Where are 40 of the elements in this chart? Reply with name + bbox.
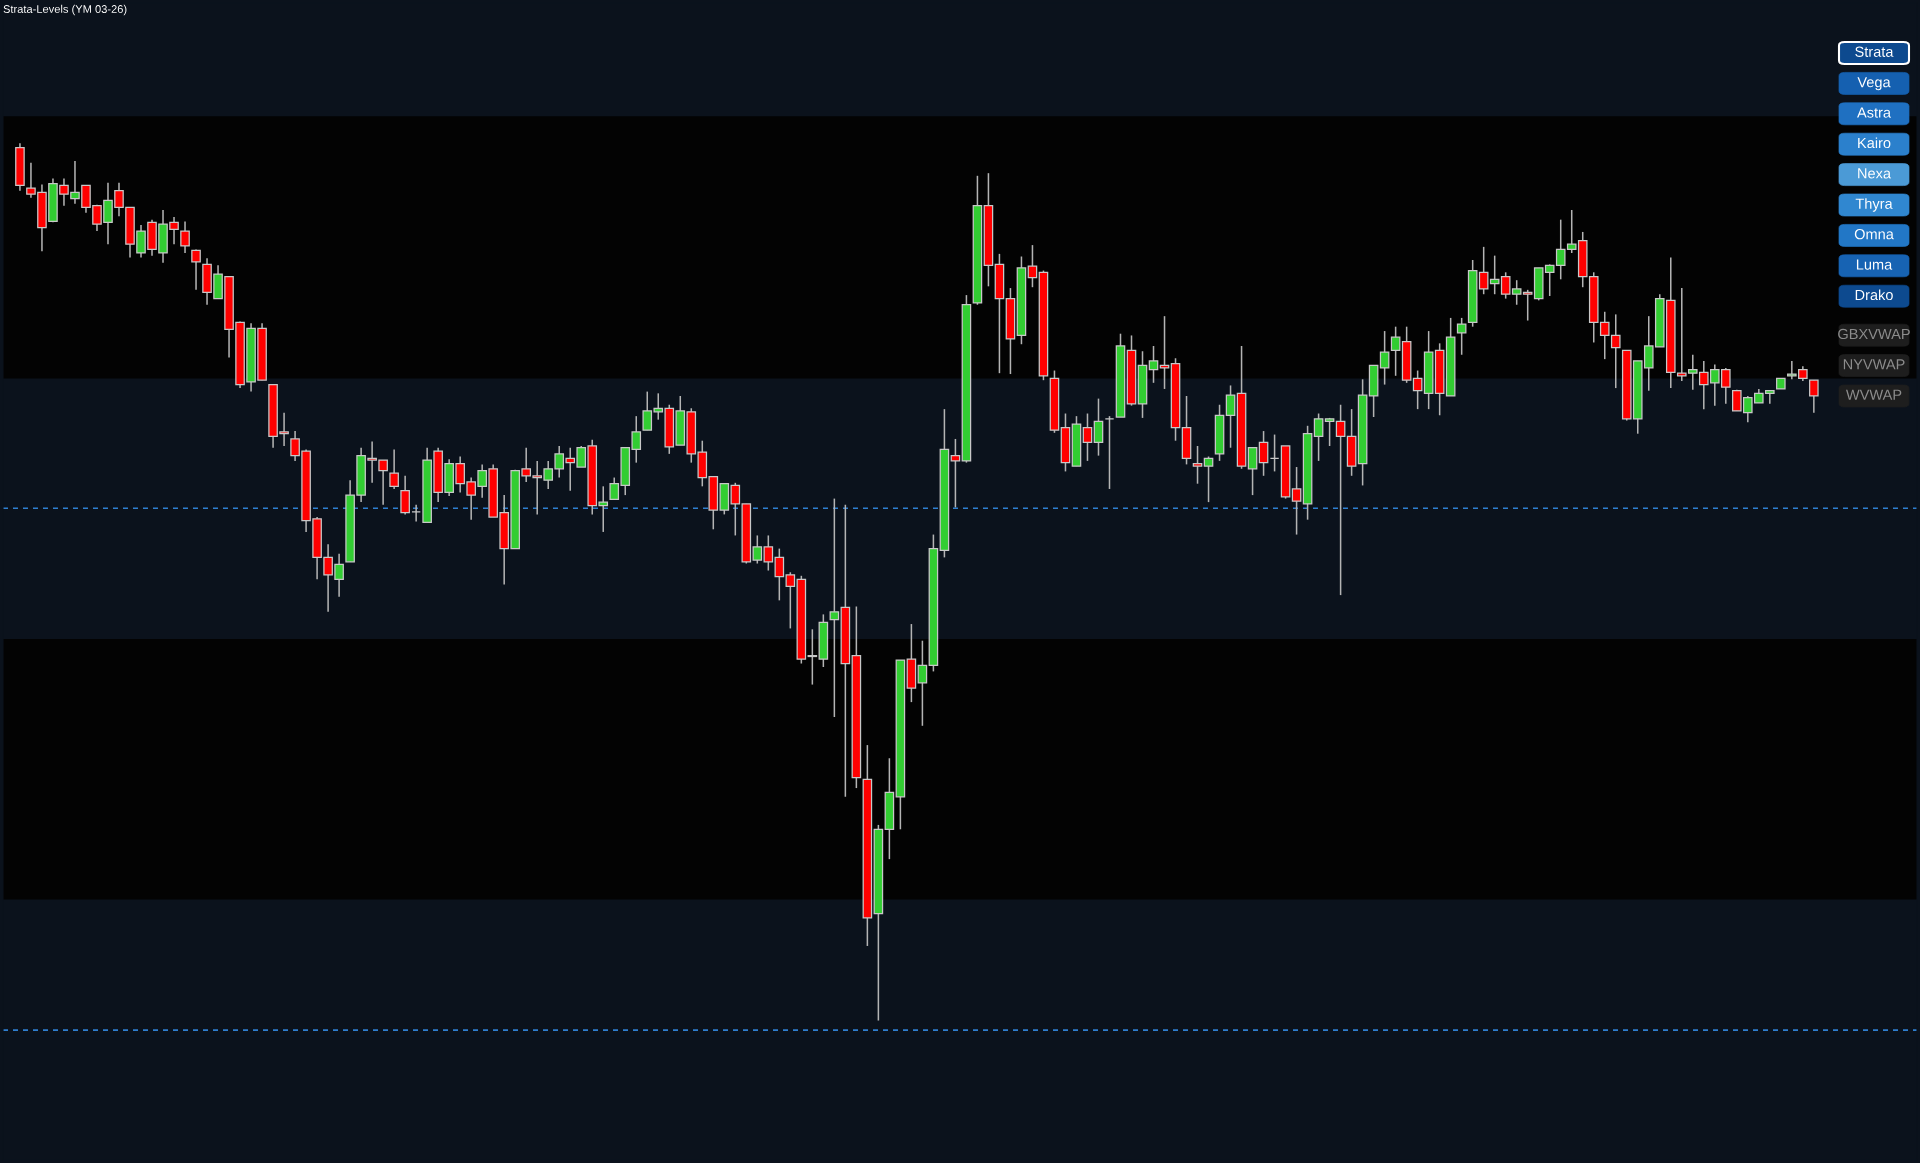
candlestick bbox=[1258, 430, 1269, 477]
candlestick bbox=[829, 497, 840, 718]
text: Kairo bbox=[1858, 137, 1891, 149]
text: Drako bbox=[1855, 289, 1893, 301]
candlestick bbox=[1203, 455, 1214, 503]
candlestick bbox=[950, 438, 961, 509]
candlestick bbox=[1324, 417, 1335, 447]
candlestick bbox=[400, 475, 410, 516]
candlestick bbox=[807, 628, 818, 686]
candlestick bbox=[1192, 445, 1203, 485]
candlestick bbox=[1313, 412, 1324, 462]
text: Omna bbox=[1854, 228, 1894, 240]
chart-title: Strata-Levels (YM 03-26) bbox=[3, 4, 127, 16]
candlestick bbox=[1247, 446, 1258, 496]
text: NYVWAP bbox=[1843, 359, 1905, 370]
candlestick bbox=[1291, 466, 1302, 536]
text: Luma bbox=[1856, 259, 1893, 270]
candlestick bbox=[1390, 325, 1401, 377]
candlestick bbox=[1159, 315, 1170, 390]
text: Thyra bbox=[1855, 198, 1893, 212]
text: WVWAP bbox=[1845, 389, 1902, 400]
candlestick bbox=[1225, 384, 1236, 449]
candlestick bbox=[1027, 244, 1038, 288]
candlestick bbox=[1809, 379, 1819, 414]
candlestick bbox=[389, 448, 399, 490]
candlestick bbox=[917, 639, 928, 727]
text: Vega bbox=[1857, 77, 1891, 91]
candlestick bbox=[1456, 317, 1467, 356]
candlestick bbox=[1335, 403, 1346, 596]
candlestick bbox=[1379, 330, 1390, 386]
text: GBXVWAP bbox=[1838, 328, 1910, 340]
candlestick bbox=[180, 220, 190, 254]
candlestick bbox=[191, 248, 201, 291]
candlestick bbox=[1082, 412, 1093, 462]
candlestick bbox=[1148, 345, 1159, 384]
text: Astra bbox=[1857, 107, 1892, 118]
text: Nexa bbox=[1858, 168, 1892, 179]
candlestick bbox=[1093, 397, 1104, 457]
text: Strata bbox=[1855, 46, 1894, 57]
candlestick bbox=[1412, 369, 1423, 410]
